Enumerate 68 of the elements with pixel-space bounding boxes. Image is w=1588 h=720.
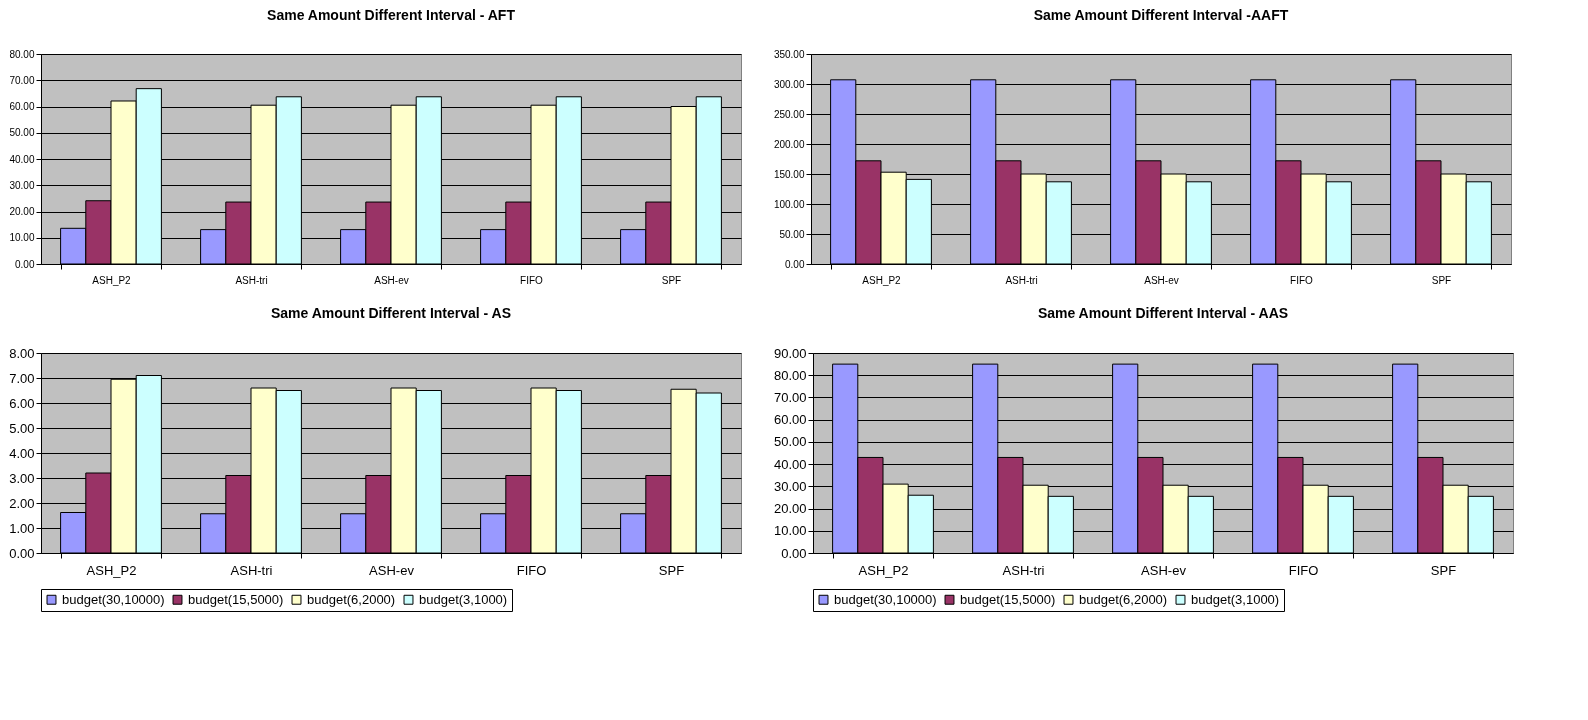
y-tick-label: 250.00 xyxy=(773,108,805,120)
x-tick-label: ASH-ev xyxy=(1141,562,1187,578)
y-tick-label: 5.00 xyxy=(9,420,35,436)
y-tick-label: 1.00 xyxy=(9,520,35,536)
legend-label: budget(30,10000) xyxy=(834,591,937,607)
y-tick-label: 100.00 xyxy=(773,198,805,210)
x-tick-label: ASH_P2 xyxy=(86,562,137,578)
y-tick-label: 0.00 xyxy=(785,258,805,270)
y-tick-label: 10.00 xyxy=(773,523,807,539)
y-tick-label: 50.00 xyxy=(9,127,35,139)
y-tick-label: 70.00 xyxy=(9,74,35,86)
y-tick-label: 350.00 xyxy=(773,48,805,60)
y-tick-label: 40.00 xyxy=(9,153,35,165)
legend-label: budget(30,10000) xyxy=(62,591,165,607)
legend-label: budget(3,1000) xyxy=(1191,591,1280,607)
x-tick-label: ASH_P2 xyxy=(92,274,132,286)
y-tick-label: 150.00 xyxy=(773,168,805,180)
x-tick-label: SPF xyxy=(661,274,682,286)
legend-label: budget(6,2000) xyxy=(307,591,396,607)
y-tick-label: 0.00 xyxy=(15,258,35,270)
legend-label: budget(6,2000) xyxy=(1079,591,1168,607)
y-tick-label: 60.00 xyxy=(9,101,35,112)
x-tick-label: FIFO xyxy=(516,562,547,578)
legend-label: budget(15,5000) xyxy=(960,591,1056,607)
x-tick-label: ASH-tri xyxy=(230,562,273,578)
y-tick-label: 6.00 xyxy=(9,395,35,411)
chart-title: Same Amount Different Interval - AFT xyxy=(267,7,516,23)
y-tick-label: 8.00 xyxy=(9,345,35,361)
y-tick-label: 4.00 xyxy=(9,445,35,461)
x-tick-label: SPF xyxy=(1430,562,1457,578)
x-tick-label: FIFO xyxy=(520,274,544,286)
x-tick-label: SPF xyxy=(658,562,685,578)
legend-label: budget(15,5000) xyxy=(188,591,284,607)
y-tick-label: 20.00 xyxy=(9,206,35,217)
y-tick-label: 2.00 xyxy=(9,495,35,511)
y-tick-label: 30.00 xyxy=(9,179,35,191)
x-tick-label: ASH-tri xyxy=(1002,562,1045,578)
x-tick-label: ASH-ev xyxy=(1144,274,1179,286)
y-tick-label: 10.00 xyxy=(9,232,35,244)
x-tick-label: FIFO xyxy=(1290,274,1314,286)
y-tick-label: 3.00 xyxy=(9,470,35,486)
legend-label: budget(3,1000) xyxy=(419,591,508,607)
y-tick-label: 50.00 xyxy=(773,434,807,450)
y-tick-label: 30.00 xyxy=(773,478,807,494)
y-tick-label: 50.00 xyxy=(779,228,805,240)
y-tick-label: 300.00 xyxy=(773,78,805,90)
y-tick-label: 20.00 xyxy=(773,501,807,517)
y-tick-label: 60.00 xyxy=(773,412,807,428)
x-tick-label: ASH_P2 xyxy=(862,274,902,286)
x-tick-label: ASH-ev xyxy=(369,562,415,578)
y-tick-label: 0.00 xyxy=(781,545,807,561)
x-tick-label: FIFO xyxy=(1288,562,1319,578)
x-tick-label: ASH-ev xyxy=(374,274,409,286)
chart-title: Same Amount Different Interval -AAFT xyxy=(1033,7,1289,23)
y-tick-label: 200.00 xyxy=(773,138,805,150)
x-tick-label: ASH_P2 xyxy=(858,562,909,578)
x-tick-label: SPF xyxy=(1431,274,1452,286)
chart-title: Same Amount Different Interval - AS xyxy=(270,305,512,321)
y-tick-label: 70.00 xyxy=(773,389,807,405)
y-tick-label: 40.00 xyxy=(773,456,807,472)
x-tick-label: ASH-tri xyxy=(1005,274,1038,286)
y-tick-label: 0.00 xyxy=(9,545,35,561)
y-tick-label: 80.00 xyxy=(9,48,35,60)
y-tick-label: 7.00 xyxy=(9,370,35,386)
y-tick-label: 80.00 xyxy=(773,367,807,383)
x-tick-label: ASH-tri xyxy=(235,274,268,286)
y-tick-label: 90.00 xyxy=(773,345,807,361)
chart-title: Same Amount Different Interval - AAS xyxy=(1037,305,1289,321)
